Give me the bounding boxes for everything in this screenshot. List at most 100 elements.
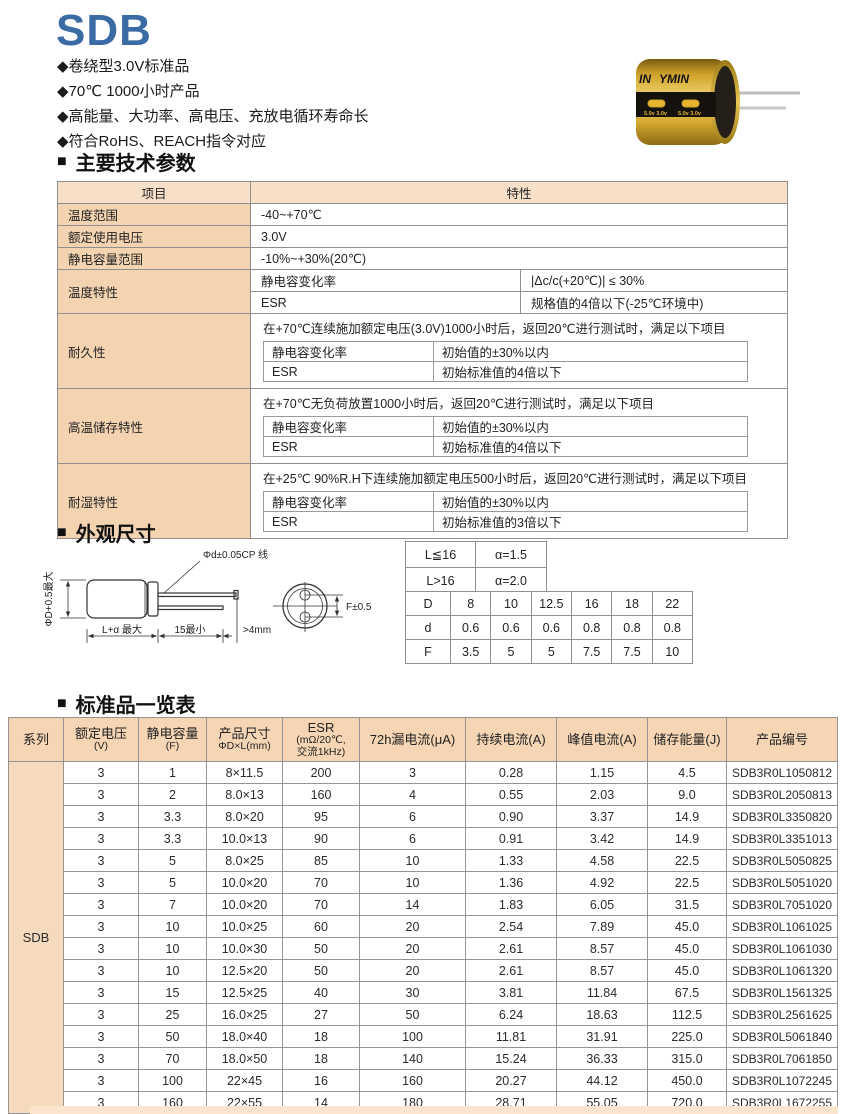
- inner-value: 初始值的±30%以内: [433, 341, 748, 362]
- std-cell: 3.3: [138, 805, 207, 828]
- std-cell: 15: [138, 981, 207, 1004]
- std-cell: 20: [359, 959, 466, 982]
- ddf-row: F 3.5 5 5 7.5 7.5 10: [405, 639, 694, 664]
- ddf-value: 7.5: [570, 639, 613, 664]
- alpha-value: α=1.5: [475, 541, 547, 568]
- std-cell: 7.89: [556, 915, 648, 938]
- std-cell: SDB3R0L3351013: [726, 827, 838, 850]
- section-heading-label: 外观尺寸: [75, 524, 156, 546]
- std-header-line: 储存能量(J): [653, 731, 721, 747]
- ddf-label: F: [405, 639, 451, 664]
- inner-result-table: 静电容变化率 初始值的±30%以内 ESR 初始标准值的4倍以下: [263, 341, 748, 382]
- std-row: 3 15 12.5×25 40 30 3.81 11.84 67.5 SDB3R0L156132…: [9, 981, 838, 1004]
- capacitor-outline-body: [86, 579, 148, 619]
- std-cell: 1.36: [465, 871, 557, 894]
- std-cell: 36.33: [556, 1047, 648, 1070]
- std-cell: 45.0: [647, 959, 727, 982]
- std-cell: 30: [359, 981, 466, 1004]
- std-cell: 3: [63, 981, 139, 1004]
- std-cell: 315.0: [647, 1047, 727, 1070]
- std-header-line: (mΩ/20℃,: [296, 734, 346, 746]
- feature-list: ◆卷绕型3.0V标准品 ◆70℃ 1000小时产品 ◆高能量、大功率、高电压、充放电…: [57, 54, 369, 154]
- std-cell: 25: [138, 1003, 207, 1026]
- std-cell: 3: [63, 783, 139, 806]
- std-cell: 22.5: [647, 849, 727, 872]
- feature-item: ◆卷绕型3.0V标准品: [57, 58, 190, 75]
- inner-row: 静电容变化率 初始值的±30%以内: [263, 491, 748, 512]
- brand-marking: YMIN: [659, 72, 689, 86]
- std-cell: 2.61: [465, 959, 557, 982]
- std-cell: 9.0: [647, 783, 727, 806]
- std-cell: 45.0: [647, 915, 727, 938]
- ddf-row: d 0.6 0.6 0.6 0.8 0.8 0.8: [405, 615, 694, 640]
- std-cell: 11.81: [465, 1025, 557, 1048]
- lead-diameter-label: Φd±0.05CP 线: [203, 548, 268, 561]
- capacitor-outline-cap: [147, 581, 159, 617]
- param-value: -10%~+30%(20℃): [250, 247, 788, 270]
- std-cell: SDB3R0L1061320: [726, 959, 838, 982]
- std-cell: 20.27: [465, 1069, 557, 1092]
- series-cell: SDB: [8, 761, 64, 1114]
- std-cell: 18.0×40: [206, 1025, 283, 1048]
- alpha-row: L>16 α=2.0: [405, 567, 547, 594]
- std-header-line: 持续电流(A): [476, 731, 546, 747]
- std-cell: 2.61: [465, 937, 557, 960]
- std-col-header: 产品尺寸 ΦD×L(mm): [206, 717, 283, 762]
- std-header-line: 产品尺寸: [218, 725, 271, 741]
- std-cell: 3.81: [465, 981, 557, 1004]
- std-cell: 200: [282, 761, 360, 784]
- std-header-row: 系列 额定电压 (V) 静电容量 (F) 产品尺寸 ΦD×L(mm) ESR (mΩ/20℃, 交…: [8, 717, 838, 762]
- inner-value: 初始值的±30%以内: [433, 491, 748, 512]
- std-header-line: ESR: [307, 720, 335, 735]
- std-cell: 112.5: [647, 1003, 727, 1026]
- band-window-left: [647, 99, 666, 108]
- ddf-value: 7.5: [611, 639, 653, 664]
- std-cell: 20: [359, 915, 466, 938]
- ddf-table: D 8 10 12.5 16 18 22 d 0.6 0.6 0.6 0.8 0.8 0.8 F 3.5 5 5 7…: [405, 591, 694, 664]
- std-col-header: 储存能量(J): [647, 717, 727, 762]
- std-cell: 2.03: [556, 783, 648, 806]
- std-cell: 15.24: [465, 1047, 557, 1070]
- std-col-header: 72h漏电流(μA): [359, 717, 466, 762]
- ddf-value: 0.6: [449, 615, 492, 640]
- section-marker: ■: [57, 523, 67, 541]
- inner-item: 静电容变化率: [263, 341, 434, 362]
- tech-params-table: 项目 特性 温度范围 -40~+70℃ 额定使用电压 3.0V 静电容量范围 -10%~+…: [57, 181, 788, 539]
- alpha-condition: L>16: [405, 567, 476, 594]
- std-cell: 160: [359, 1069, 466, 1092]
- std-cell: 7: [138, 893, 207, 916]
- std-cell: 3: [63, 893, 139, 916]
- param-label: 额定使用电压: [57, 225, 251, 248]
- section-heading-label: 主要技术参数: [75, 153, 196, 175]
- params-header-row: 项目 特性: [57, 181, 788, 204]
- lead-top-outline: [157, 592, 237, 598]
- ddf-row: D 8 10 12.5 16 18 22: [405, 591, 694, 616]
- capacitor-photo-drawing: 5.0v 3.0v 5.0v 3.0v IN YMIN: [636, 59, 800, 145]
- std-cell: 45.0: [647, 937, 727, 960]
- std-cell: 100: [138, 1069, 207, 1092]
- std-col-header: 额定电压 (V): [63, 717, 139, 762]
- inner-row: ESR 初始标准值的3倍以下: [263, 511, 748, 532]
- std-cell: 8.57: [556, 959, 648, 982]
- std-header-line: 产品编号: [755, 731, 808, 747]
- param-sub-value: 规格值的4倍以下(-25℃环境中): [520, 291, 788, 314]
- std-cell: 2: [138, 783, 207, 806]
- std-cell: 18: [282, 1025, 360, 1048]
- std-header-line: 72h漏电流(μA): [369, 731, 456, 747]
- std-cell: 16: [282, 1069, 360, 1092]
- inner-value: 初始标准值的4倍以下: [433, 361, 748, 382]
- std-cell: 3: [63, 1047, 139, 1070]
- std-cell: 3: [63, 1003, 139, 1026]
- std-cell: 1.83: [465, 893, 557, 916]
- product-series-title: SDB: [56, 6, 152, 55]
- body-length-label: L+α 最大: [102, 623, 142, 636]
- std-cell: 20: [359, 937, 466, 960]
- alpha-condition: L≦16: [405, 541, 476, 568]
- std-cell: 160: [282, 783, 360, 806]
- param-row: 高温储存特性 在+70℃无负荷放置1000小时后，返回20℃进行测试时，满足以下项…: [57, 388, 788, 464]
- param-value: 3.0V: [250, 225, 788, 248]
- std-cell: 5: [138, 871, 207, 894]
- param-sub-item: ESR: [250, 291, 521, 314]
- param-block: 在+70℃无负荷放置1000小时后，返回20℃进行测试时，满足以下项目 静电容变化…: [250, 388, 788, 464]
- inner-item: ESR: [263, 361, 434, 382]
